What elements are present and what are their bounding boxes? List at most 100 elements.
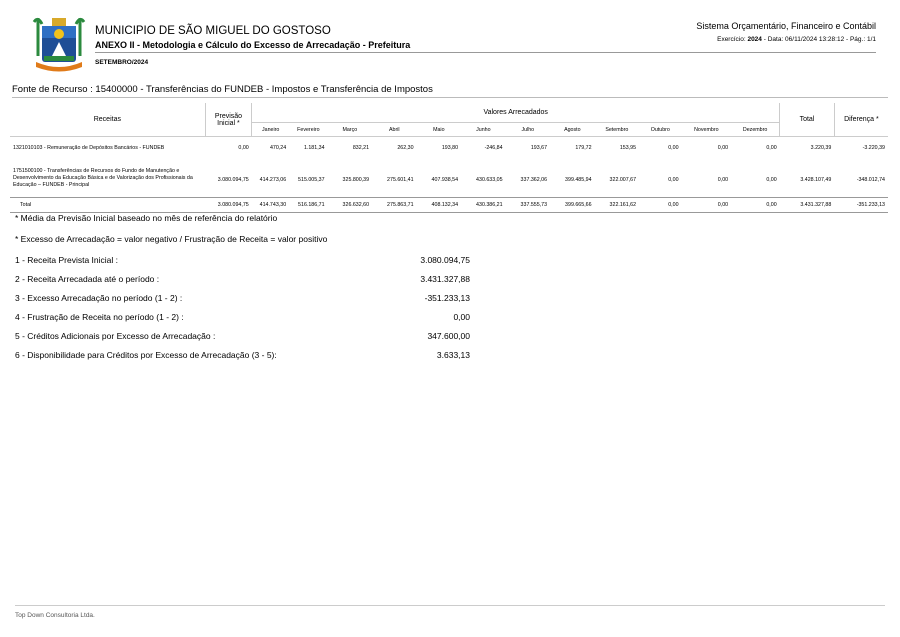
summary-row: 1 - Receita Prevista Inicial : 3.080.094… (15, 255, 470, 274)
footer-company: Top Down Consultoria Ltda. (15, 612, 95, 619)
month-value-cell: 470,24 (251, 136, 290, 159)
month-value-cell: 414.743,30 (251, 197, 290, 213)
month-header-row: Janeiro Fevereiro Março Abril Maio Junho… (10, 122, 888, 137)
resource-source-title: Fonte de Recurso : 15400000 - Transferên… (12, 84, 433, 95)
month-header: Março (327, 122, 373, 137)
revenue-table: Receitas Previsão Inicial * Valores Arre… (10, 103, 888, 213)
month-value-cell: 0,00 (639, 136, 682, 159)
report-annex-title: ANEXO II - Metodologia e Cálculo do Exce… (95, 40, 411, 50)
month-value-cell: 193,67 (505, 136, 551, 159)
summary-value: -351.233,13 (424, 293, 470, 303)
month-header: Junho (461, 122, 506, 137)
month-value-cell: 414.273,06 (259, 177, 287, 183)
month-value-cell: 0,00 (731, 197, 780, 213)
receita-cell: Total (10, 197, 206, 213)
summary-label: 6 - Disponibilidade para Créditos por Ex… (15, 350, 277, 360)
footer-divider (15, 605, 885, 606)
month-value-cell: 337.362,06 (520, 177, 548, 183)
header-divider (95, 52, 876, 53)
col-header-valores-arrecadados: Valores Arrecadados (251, 103, 780, 123)
month-header: Janeiro (251, 122, 290, 137)
month-value-cell: 399.665,66 (550, 197, 595, 213)
month-value-cell: 0,00 (766, 177, 777, 183)
table-row: 1321010103 - Remuneração de Depósitos Ba… (10, 136, 888, 159)
summary-row: 3 - Excesso Arrecadação no período (1 - … (15, 293, 470, 312)
summary-label: 5 - Créditos Adicionais por Excesso de A… (15, 331, 216, 341)
month-value-cell: 515.005,37 (298, 177, 325, 183)
month-value-cell: 325.800,39 (342, 177, 370, 183)
receita-cell: 1321010103 - Remuneração de Depósitos Ba… (10, 136, 206, 159)
month-value-cell: 430.386,21 (461, 197, 506, 213)
month-header: Agosto (550, 122, 595, 137)
month-value-cell: 408.132,34 (416, 197, 462, 213)
summary-value: 3.431.327,88 (420, 274, 470, 284)
report-date-page: - Data: 06/11/2024 13:28:12 - Pág.: 1/1 (761, 36, 876, 43)
month-value-cell: 0,00 (717, 177, 729, 183)
month-value-cell: 337.555,73 (505, 197, 551, 213)
month-header: Outubro (639, 122, 682, 137)
municipal-coat-of-arms-logo (32, 17, 86, 72)
month-value-cell: 0,00 (668, 177, 679, 183)
summary-block: 1 - Receita Prevista Inicial : 3.080.094… (15, 255, 470, 369)
summary-label: 3 - Excesso Arrecadação no período (1 - … (15, 293, 183, 303)
month-value-cell: 0,00 (731, 136, 780, 159)
note-previsao: * Média da Previsão Inicial baseado no m… (15, 213, 278, 223)
resource-source-divider (12, 97, 888, 98)
table-header-row: Receitas Previsão Inicial * Valores Arre… (10, 103, 888, 137)
municipality-name: MUNICIPIO DE SÃO MIGUEL DO GOSTOSO (95, 25, 331, 37)
previsao-cell: 3.080.094,75 (217, 177, 249, 183)
summary-value: 3.633,13 (436, 350, 470, 360)
table-row: 1751500100 - Transferências de Recursos … (10, 159, 888, 198)
month-value-cell: 262,30 (372, 136, 417, 159)
report-info: Exercício: 2024 - Data: 06/11/2024 13:28… (717, 36, 876, 43)
month-header: Abril (372, 122, 417, 137)
month-header: Dezembro (731, 122, 780, 137)
diferenca-cell: -3.220,39 (834, 136, 888, 159)
previsao-cell: 3.080.094,75 (205, 197, 252, 213)
month-value-cell: 832,21 (327, 136, 373, 159)
exercise-year: 2024 (747, 36, 762, 43)
total-cell: 3.220,39 (779, 136, 835, 159)
exercise-label: Exercício: (717, 36, 748, 43)
col-header-previsao: Previsão Inicial * (204, 103, 252, 137)
month-value-cell: 516.186,71 (289, 197, 328, 213)
month-value-cell: 399.485,94 (565, 177, 592, 183)
summary-row: 2 - Receita Arrecadada até o período : 3… (15, 274, 470, 293)
month-value-cell: 322.007,67 (609, 177, 637, 183)
month-value-cell: 275.601,41 (387, 177, 414, 183)
col-header-total: Total (779, 103, 835, 137)
month-value-cell: 322.161,62 (594, 197, 640, 213)
summary-value: 0,00 (453, 312, 470, 322)
diferenca-cell: -348.012,74 (856, 177, 885, 183)
total-cell: 3.428.107,49 (800, 177, 832, 183)
month-value-cell: 326.632,60 (327, 197, 373, 213)
summary-value: 347.600,00 (427, 331, 470, 341)
month-value-cell: 0,00 (681, 197, 732, 213)
summary-row: 5 - Créditos Adicionais por Excesso de A… (15, 331, 470, 350)
table-total-row: Total 3.080.094,75 414.743,30 516.186,71… (10, 197, 888, 213)
summary-row: 6 - Disponibilidade para Créditos por Ex… (15, 350, 470, 369)
month-value-cell: 153,95 (594, 136, 640, 159)
system-name: Sistema Orçamentário, Financeiro e Contá… (696, 21, 876, 31)
month-header: Setembro (594, 122, 640, 137)
month-value-cell: 179,72 (550, 136, 595, 159)
month-value-cell: 275.863,71 (372, 197, 417, 213)
col-header-diferenca: Diferença * (833, 103, 888, 137)
month-value-cell: 0,00 (681, 136, 732, 159)
month-value-cell: 193,80 (416, 136, 462, 159)
month-header: Fevereiro (289, 122, 328, 137)
previsao-cell: 0,00 (205, 136, 252, 159)
summary-label: 4 - Frustração de Receita no período (1 … (15, 312, 184, 322)
col-header-receitas: Receitas (93, 116, 121, 123)
report-period: SETEMBRO/2024 (95, 59, 149, 66)
total-cell: 3.431.327,88 (779, 197, 835, 213)
month-header: Novembro (681, 122, 732, 137)
summary-label: 2 - Receita Arrecadada até o período : (15, 274, 160, 284)
diferenca-cell: -351.233,13 (834, 197, 888, 213)
month-value-cell: 1.181,34 (289, 136, 328, 159)
receita-cell: 1751500100 - Transferências de Recursos … (13, 167, 193, 188)
month-header: Maio (416, 122, 462, 137)
month-value-cell: 0,00 (639, 197, 682, 213)
summary-row: 4 - Frustração de Receita no período (1 … (15, 312, 470, 331)
month-value-cell: -246,84 (461, 136, 506, 159)
